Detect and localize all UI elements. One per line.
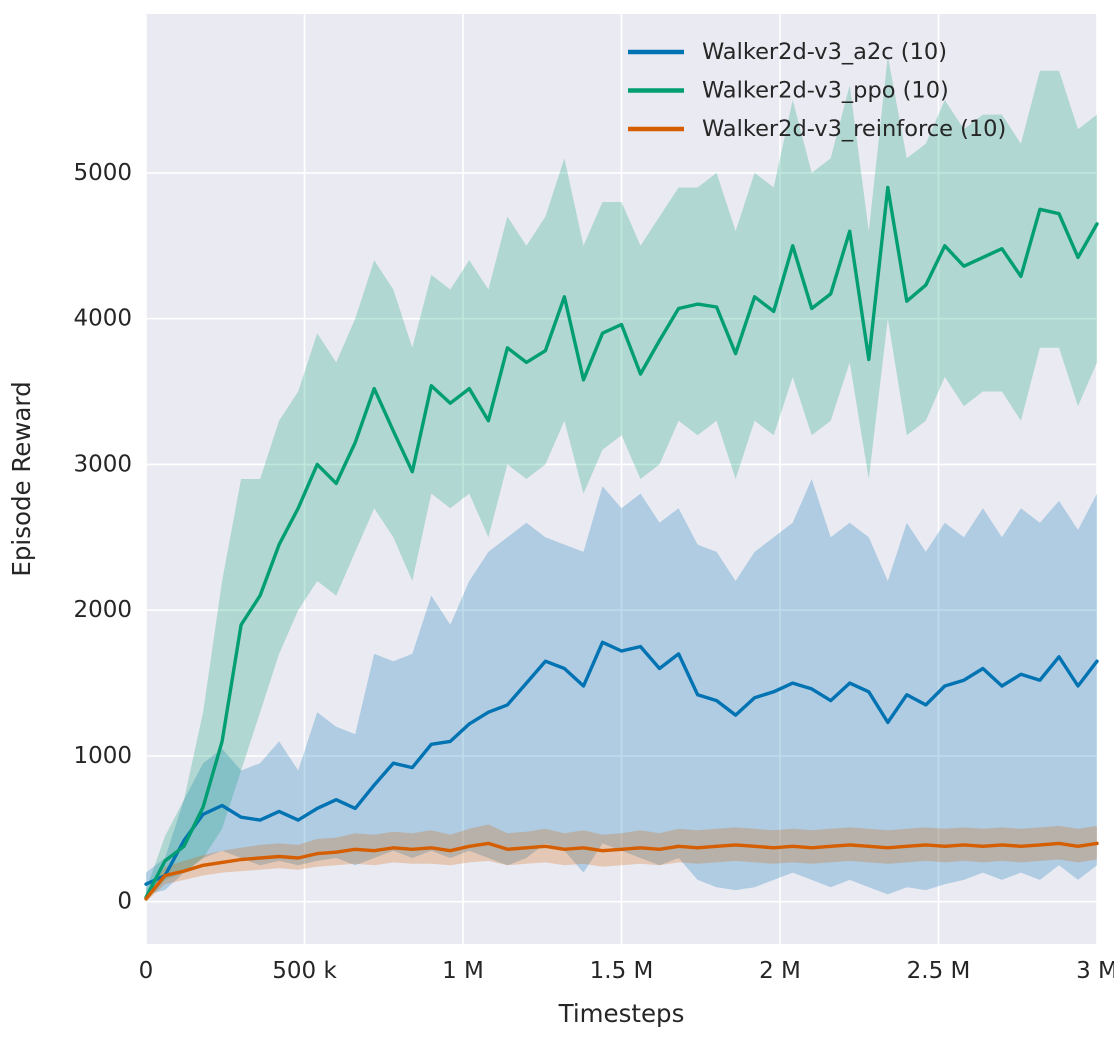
band-reinforce <box>146 824 1097 902</box>
x-tick-label: 0 <box>139 958 154 984</box>
x-tick-label: 1.5 M <box>590 958 654 984</box>
x-axis-title: Timesteps <box>558 999 685 1028</box>
x-tick-label: 2.5 M <box>907 958 971 984</box>
band-ppo <box>146 56 1097 902</box>
x-tick-label: 2 M <box>759 958 801 984</box>
x-tick-label: 3 M <box>1076 958 1114 984</box>
x-tick-label: 1 M <box>442 958 484 984</box>
y-tick-label: 1000 <box>73 743 132 769</box>
series-line-reinforce <box>144 841 1099 901</box>
y-tick-label: 0 <box>117 889 132 915</box>
band-a2c <box>146 479 1097 895</box>
legend-label-reinforce: Walker2d-v3_reinforce (10) <box>702 116 1006 142</box>
x-tick-label: 500 k <box>272 958 337 984</box>
series-line-a2c <box>144 640 1099 886</box>
y-tick-label: 5000 <box>73 160 132 186</box>
y-tick-label: 2000 <box>73 597 132 623</box>
y-axis-title: Episode Reward <box>7 381 36 576</box>
legend-label-a2c: Walker2d-v3_a2c (10) <box>702 39 947 65</box>
series-line-ppo <box>144 185 1099 900</box>
y-tick-label: 4000 <box>73 306 132 332</box>
legend-label-ppo: Walker2d-v3_ppo (10) <box>702 78 949 104</box>
y-tick-label: 3000 <box>73 451 132 477</box>
